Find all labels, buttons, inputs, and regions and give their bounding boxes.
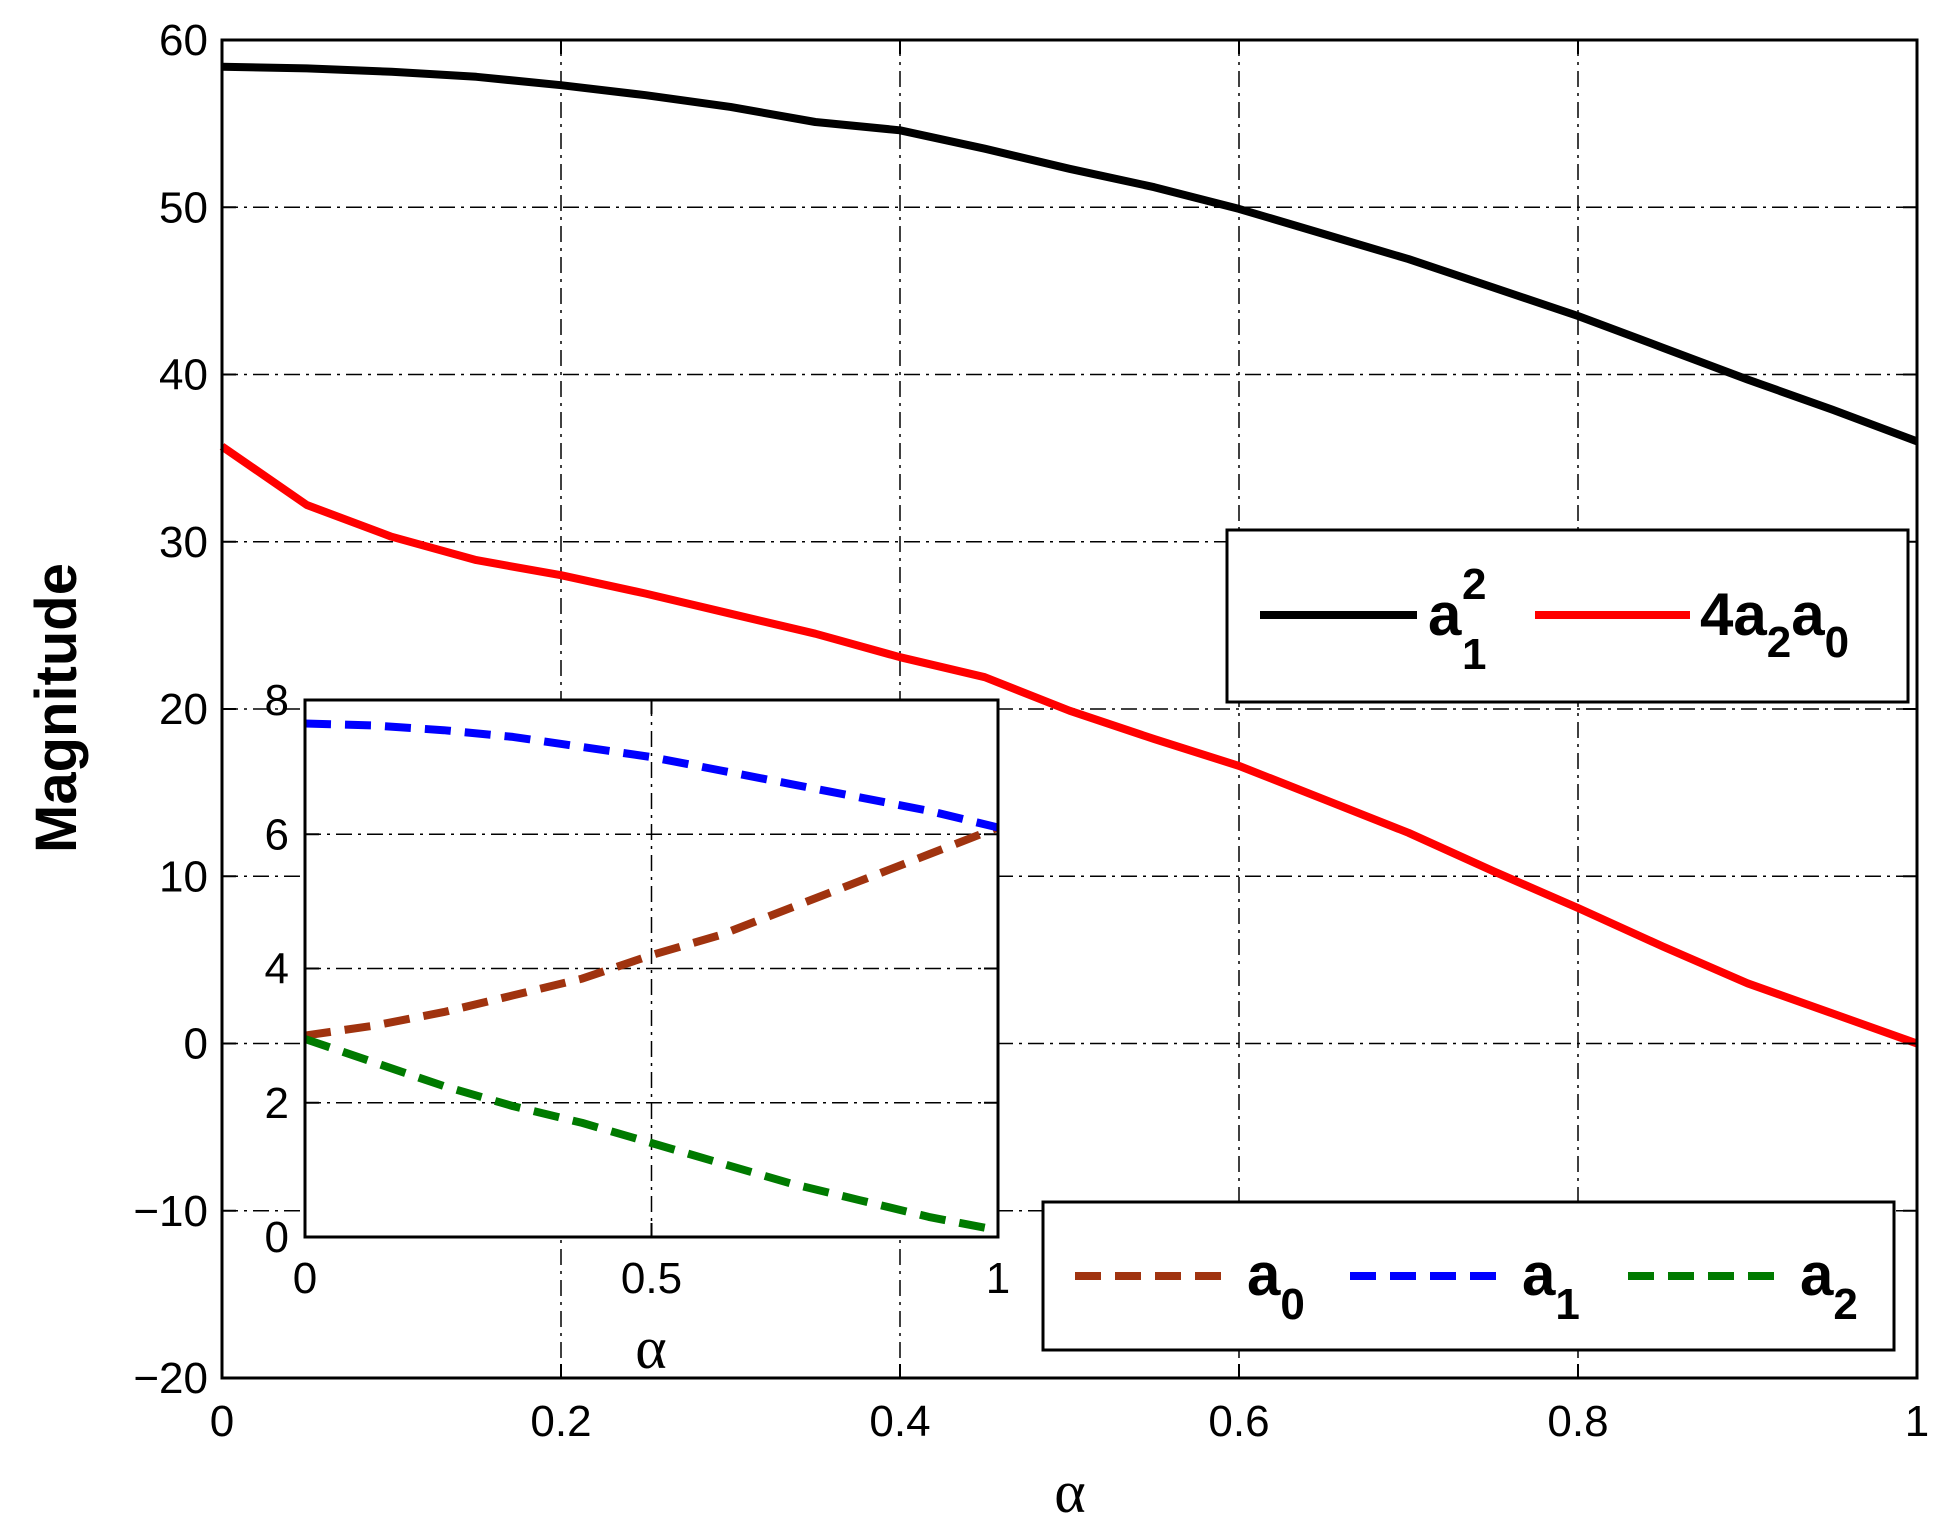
inset-y-tick-label: 4 bbox=[265, 945, 289, 994]
inset-chart: 0 0.5 1 0 2 4 6 8 α bbox=[265, 676, 1011, 1381]
main-x-axis-label: α bbox=[1054, 1459, 1085, 1525]
main-y-tick-label: 40 bbox=[159, 351, 208, 400]
main-x-tick-label: 1 bbox=[1905, 1397, 1929, 1446]
inset-x-axis-label: α bbox=[635, 1315, 666, 1381]
inset-x-tick-label: 0.5 bbox=[621, 1254, 682, 1303]
main-y-tick-label: 0 bbox=[184, 1020, 208, 1069]
main-y-tick-label: −20 bbox=[133, 1354, 208, 1403]
inset-x-tick-label: 1 bbox=[986, 1254, 1010, 1303]
main-series-1-line bbox=[219, 443, 1919, 1048]
inset-y-tick-label: 8 bbox=[265, 676, 289, 725]
legend-label-a1: a1 bbox=[1522, 1241, 1580, 1329]
inset-series bbox=[303, 719, 1000, 1235]
inset-x-tick-label: 0 bbox=[293, 1254, 317, 1303]
inset-grid bbox=[305, 700, 998, 1237]
inset-series-1-line bbox=[304, 719, 999, 832]
main-x-tick-label: 0.6 bbox=[1208, 1397, 1269, 1446]
legend-label-4a2a0: 4a2a0 bbox=[1700, 581, 1849, 667]
main-x-tick-label: 0.8 bbox=[1547, 1397, 1608, 1446]
legend-label-a0: a0 bbox=[1247, 1241, 1305, 1329]
inset-ticks: 0 0.5 1 0 2 4 6 8 bbox=[265, 676, 1011, 1303]
main-x-tick-label: 0.2 bbox=[530, 1397, 591, 1446]
inset-series-0-line bbox=[304, 823, 1000, 1040]
main-x-tick-label: 0 bbox=[210, 1397, 234, 1446]
main-legend: a2 1 4a2a0 bbox=[1225, 528, 1910, 704]
main-y-tick-label: 10 bbox=[159, 852, 208, 901]
main-series-0-line bbox=[221, 62, 1919, 446]
legend-label-a2: a2 bbox=[1800, 1241, 1858, 1329]
main-y-tick-label: 50 bbox=[159, 183, 208, 232]
inset-y-tick-label: 0 bbox=[265, 1213, 289, 1262]
inset-series-2-line bbox=[303, 1035, 999, 1235]
inset-y-tick-label: 6 bbox=[265, 810, 289, 859]
main-series bbox=[219, 62, 1919, 1048]
main-y-tick-label: 60 bbox=[159, 16, 208, 65]
main-y-tick-label: 30 bbox=[159, 518, 208, 567]
legend-label-a1-squared: a2 1 bbox=[1428, 560, 1486, 679]
main-y-tick-label: 20 bbox=[159, 685, 208, 734]
main-y-tick-label: −10 bbox=[133, 1187, 208, 1236]
inset-y-tick-label: 2 bbox=[265, 1079, 289, 1128]
main-y-axis-label: Magnitude bbox=[24, 563, 89, 853]
main-x-tick-label: 0.4 bbox=[869, 1397, 930, 1446]
inset-legend: a0 a1 a2 bbox=[1041, 1200, 1896, 1352]
